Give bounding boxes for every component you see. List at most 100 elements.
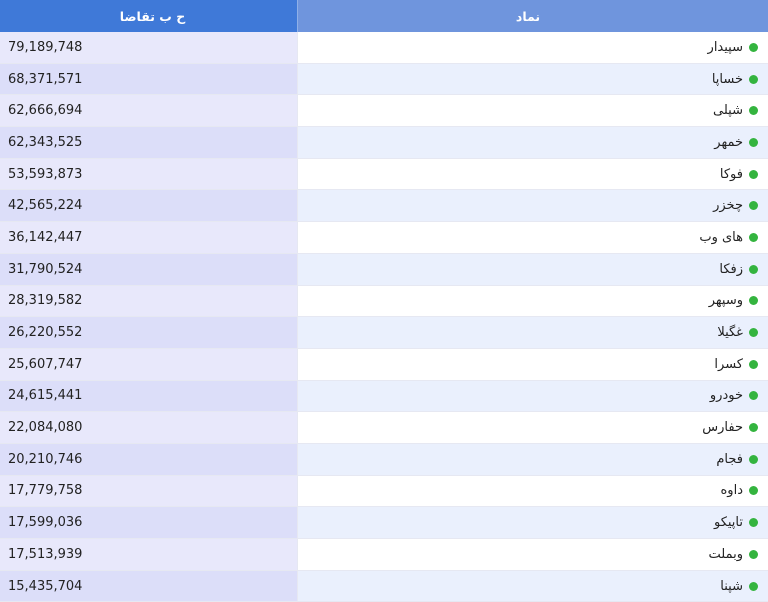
- demand-volume-cell: 42,565,224: [0, 190, 298, 222]
- symbol-name[interactable]: داوه: [720, 483, 744, 499]
- symbol-name[interactable]: های وب: [699, 229, 743, 245]
- symbol-cell[interactable]: خساپا: [298, 63, 768, 95]
- green-dot-icon: [749, 391, 758, 401]
- symbol-name[interactable]: غگیلا: [717, 325, 743, 341]
- table-header: نماد ح ب تقاضا: [0, 0, 768, 32]
- symbol-cell[interactable]: خودرو: [298, 380, 768, 412]
- symbol-name[interactable]: خساپا: [711, 71, 743, 87]
- demand-volume-value: 25,607,747: [8, 356, 83, 372]
- green-dot-icon: [749, 201, 758, 211]
- table-row[interactable]: سپیدار 79,189,748: [0, 32, 768, 64]
- demand-volume-value: 17,779,758: [8, 483, 83, 499]
- symbol-cell[interactable]: داوه: [298, 475, 768, 507]
- symbol-name[interactable]: چخزر: [713, 198, 743, 214]
- demand-volume-cell: 79,189,748: [0, 32, 298, 63]
- demand-volume-cell: 17,779,758: [0, 475, 298, 507]
- symbol-cell[interactable]: خمهر: [298, 127, 768, 158]
- symbol-cell[interactable]: کسرا: [298, 348, 768, 380]
- green-dot-icon: [749, 264, 758, 274]
- table-row[interactable]: تاپیکو 17,599,036: [0, 507, 768, 539]
- symbol-cell[interactable]: فوکا: [298, 158, 768, 190]
- column-header-demand-volume-label: ح ب تقاضا: [119, 8, 186, 24]
- green-dot-icon: [749, 169, 758, 179]
- demand-volume-value: 15,435,704: [8, 578, 83, 594]
- table-row[interactable]: کسرا 25,607,747: [0, 348, 768, 381]
- table-row[interactable]: وسپهر 28,319,582: [0, 285, 768, 318]
- demand-volume-value: 24,615,441: [8, 388, 83, 404]
- symbol-cell[interactable]: شپنا: [298, 570, 768, 602]
- demand-volume-value: 26,220,552: [8, 325, 83, 341]
- demand-volume-value: 20,210,746: [8, 451, 83, 467]
- symbol-name[interactable]: فجام: [716, 451, 743, 467]
- table-row[interactable]: خمهر 62,343,525: [0, 127, 768, 159]
- table-row[interactable]: شپنا 15,435,704: [0, 570, 768, 602]
- table-row[interactable]: حفارس 22,084,080: [0, 412, 768, 444]
- symbol-name[interactable]: وبملت: [708, 546, 743, 562]
- demand-volume-cell: 53,593,873: [0, 158, 298, 190]
- table-row[interactable]: وبملت 17,513,939: [0, 539, 768, 571]
- green-dot-icon: [749, 106, 758, 116]
- demand-volume-value: 68,371,571: [8, 71, 83, 87]
- green-dot-icon: [749, 328, 758, 338]
- table-row[interactable]: زفکا 31,790,524: [0, 253, 768, 286]
- symbol-cell[interactable]: تاپیکو: [298, 507, 768, 538]
- green-dot-icon: [749, 549, 758, 559]
- green-dot-icon: [749, 518, 758, 528]
- symbol-cell[interactable]: غگیلا: [298, 317, 768, 348]
- demand-volume-cell: 68,371,571: [0, 63, 298, 95]
- symbol-cell[interactable]: حفارس: [298, 412, 768, 443]
- symbol-name[interactable]: فوکا: [719, 166, 743, 182]
- symbol-name[interactable]: خمهر: [714, 134, 743, 150]
- symbol-cell[interactable]: فجام: [298, 443, 768, 475]
- demand-volume-cell: 36,142,447: [0, 222, 298, 253]
- symbol-cell[interactable]: سپیدار: [298, 32, 768, 63]
- demand-volume-cell: 22,084,080: [0, 412, 298, 443]
- green-dot-icon: [749, 296, 758, 306]
- table-row[interactable]: چخزر 42,565,224: [0, 190, 768, 223]
- table-row[interactable]: شپلی 62,666,694: [0, 95, 768, 128]
- symbol-name[interactable]: تاپیکو: [713, 515, 743, 531]
- demand-volume-cell: 25,607,747: [0, 348, 298, 380]
- symbol-name[interactable]: خودرو: [709, 388, 743, 404]
- symbol-name[interactable]: شپلی: [713, 103, 743, 119]
- green-dot-icon: [749, 486, 758, 496]
- demand-volume-cell: 15,435,704: [0, 570, 298, 602]
- symbol-name[interactable]: سپیدار: [707, 39, 743, 55]
- symbol-name[interactable]: کسرا: [714, 356, 743, 372]
- symbol-cell[interactable]: شپلی: [298, 95, 768, 127]
- symbol-cell[interactable]: چخزر: [298, 190, 768, 222]
- green-dot-icon: [749, 137, 758, 147]
- demand-volume-value: 62,343,525: [8, 134, 83, 150]
- demand-volume-cell: 62,666,694: [0, 95, 298, 127]
- symbol-name[interactable]: شپنا: [720, 578, 743, 594]
- symbol-cell[interactable]: زفکا: [298, 253, 768, 285]
- table-row[interactable]: های وب 36,142,447: [0, 222, 768, 254]
- demand-volume-cell: 24,615,441: [0, 380, 298, 412]
- table-row[interactable]: فجام 20,210,746: [0, 443, 768, 476]
- demand-volume-cell: 26,220,552: [0, 317, 298, 348]
- demand-volume-value: 42,565,224: [8, 198, 83, 214]
- green-dot-icon: [749, 454, 758, 464]
- table-row[interactable]: خودرو 24,615,441: [0, 380, 768, 413]
- demand-volume-cell: 17,599,036: [0, 507, 298, 538]
- symbol-cell[interactable]: وسپهر: [298, 285, 768, 317]
- green-dot-icon: [749, 74, 758, 84]
- demand-volume-value: 31,790,524: [8, 261, 83, 277]
- symbol-name[interactable]: زفکا: [719, 261, 743, 277]
- symbol-name[interactable]: وسپهر: [708, 293, 743, 309]
- column-header-symbol[interactable]: نماد: [298, 0, 768, 32]
- table-row[interactable]: خساپا 68,371,571: [0, 63, 768, 96]
- demand-volume-cell: 31,790,524: [0, 253, 298, 285]
- green-dot-icon: [749, 232, 758, 242]
- table-row[interactable]: غگیلا 26,220,552: [0, 317, 768, 349]
- column-header-demand-volume[interactable]: ح ب تقاضا: [0, 0, 298, 32]
- symbol-cell[interactable]: های وب: [298, 222, 768, 253]
- green-dot-icon: [749, 359, 758, 369]
- table-body: سپیدار 79,189,748 خساپا 68,371,571 شپلی 62,66…: [0, 32, 768, 602]
- table-row[interactable]: داوه 17,779,758: [0, 475, 768, 508]
- symbol-cell[interactable]: وبملت: [298, 539, 768, 570]
- symbol-name[interactable]: حفارس: [702, 420, 743, 436]
- green-dot-icon: [749, 581, 758, 591]
- table-row[interactable]: فوکا 53,593,873: [0, 158, 768, 191]
- demand-volume-value: 17,599,036: [8, 515, 83, 531]
